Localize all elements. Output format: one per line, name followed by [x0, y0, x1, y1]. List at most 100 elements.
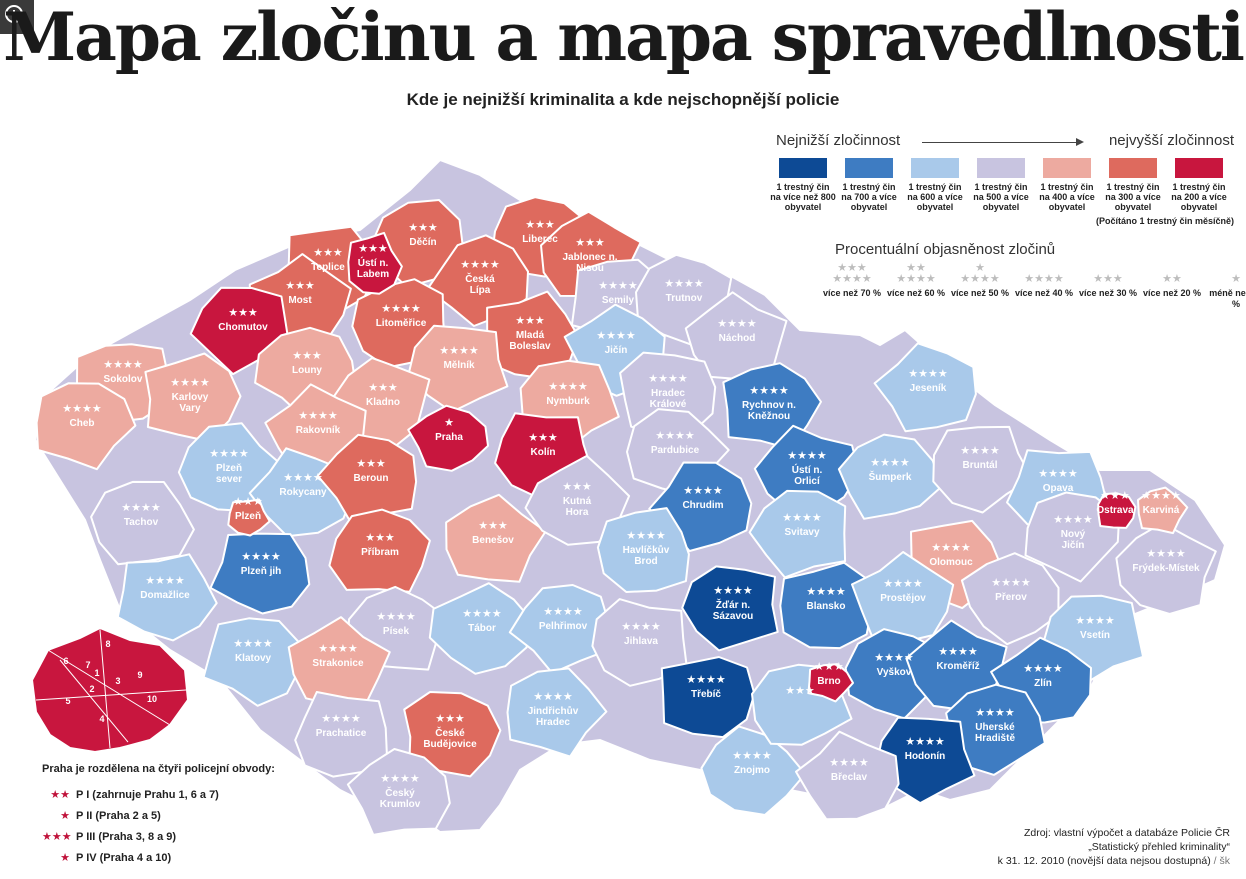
region-pelhrimov[interactable]: [508, 584, 611, 675]
region-label: Náchod: [719, 333, 756, 344]
region-stars-icon: ★★★★: [655, 429, 695, 442]
legend-swatch: [911, 158, 959, 178]
region-stars-icon: ★★★: [435, 712, 465, 725]
region-pribram[interactable]: [328, 508, 431, 593]
region-label: Rakovník: [296, 425, 341, 436]
region-melnik[interactable]: [407, 324, 509, 413]
source-author: / šk: [1213, 855, 1230, 867]
region-bruntal[interactable]: [932, 425, 1033, 514]
legend-item-label: 1 trestný čin na 500 a více obyvatel: [973, 182, 1029, 212]
region-karvina[interactable]: [1137, 486, 1189, 535]
region-label: Prachatice: [316, 728, 367, 739]
legend-swatch: [977, 158, 1025, 178]
crime-rate-legend: Nejnižší zločinnost nejvyšší zločinnost …: [770, 132, 1240, 226]
region-jindrichuv-hradec[interactable]: [506, 667, 608, 758]
region-havlickuv-brod[interactable]: [596, 507, 690, 593]
clearance-stars-icon: ★★★★: [1024, 272, 1064, 285]
region-stars-icon: ★★★★: [686, 673, 726, 686]
region-tabor[interactable]: [428, 582, 534, 675]
region-sumperk[interactable]: [837, 433, 943, 520]
region-cesky-krumlov[interactable]: [346, 748, 451, 836]
region-prostejov[interactable]: [851, 551, 955, 644]
region-karlovy-vary[interactable]: [144, 352, 242, 443]
region-stars-icon: ★★★★: [318, 642, 358, 655]
praha-district-number: 2: [89, 684, 94, 694]
region-breclav[interactable]: [795, 730, 900, 821]
clearance-label: více než 40 %: [1014, 288, 1074, 298]
region-prerov[interactable]: [960, 552, 1060, 646]
zoom-button[interactable]: [0, 0, 34, 34]
region-cheb[interactable]: [35, 382, 137, 471]
praha-district-label: P IV (Praha 4 a 10): [76, 851, 172, 864]
praha-district: ★★ P I (zahrnuje Prahu 1, 6 a 7): [42, 784, 275, 805]
region-ceske-budejovice[interactable]: [403, 691, 502, 778]
region-stars-icon: ★★★: [233, 495, 263, 508]
praha-district-number: 10: [147, 694, 157, 704]
legend-swatch: [1175, 158, 1223, 178]
region-label: Louny: [292, 365, 322, 376]
region-znojmo[interactable]: [700, 725, 807, 816]
praha-district-number: 3: [115, 676, 120, 686]
legend-item: 1 trestný čin na více než 800 obyvatel: [770, 158, 836, 212]
legend-item-label: 1 trestný čin na 700 a více obyvatel: [841, 182, 897, 212]
region-stars-icon: ★★★: [356, 457, 386, 470]
region-stars-icon: ★★★: [478, 519, 508, 532]
page-title: Mapa zločinu a mapa spravedlnosti: [3, 0, 1245, 76]
region-label: Jihlava: [624, 636, 658, 647]
region-label: Orlicí: [794, 476, 821, 487]
region-stars-icon: ★★★★: [321, 712, 361, 725]
region-brno[interactable]: [807, 663, 854, 703]
region-stars-icon: ★★★★: [241, 550, 281, 563]
region-label: Trutnov: [666, 293, 703, 304]
region-domazlice[interactable]: [116, 553, 218, 642]
region-hodonin[interactable]: [874, 716, 976, 805]
praha-district: ★ P II (Praha 2 a 5): [42, 805, 275, 826]
region-label: Rychnov n.: [742, 400, 796, 411]
region-jihlava[interactable]: [591, 598, 688, 687]
region-stars-icon: ★★★★: [870, 456, 910, 469]
praha-intro: Praha je rozdělena na čtyři policejní ob…: [42, 763, 275, 775]
region-benesov[interactable]: [445, 493, 547, 583]
region-zdar-n-sazavou[interactable]: [681, 565, 779, 652]
region-kromeriz[interactable]: [905, 619, 1008, 712]
region-usti-n-labem[interactable]: [347, 231, 403, 295]
region-stars-icon: ★★★★: [298, 409, 338, 422]
source-line-3: k 31. 12. 2010 (novější data nejsou dost…: [997, 855, 1211, 867]
region-stars-icon: ★★★★: [621, 620, 661, 633]
legend-swatches: 1 trestný čin na více než 800 obyvatel 1 …: [770, 158, 1240, 212]
clearance-legend: ★★★ ★★★★ více než 70 % ★★ ★★★★ více než 60 % ★…: [820, 262, 1246, 310]
clearance-title: Procentuální objasněnost zločinů: [835, 241, 1056, 258]
region-stars-icon: ★★★★: [717, 317, 757, 330]
region-praha[interactable]: [407, 404, 489, 472]
region-label: Kroměříž: [936, 661, 979, 672]
region-stars-icon: ★★★★: [787, 449, 827, 462]
legend-item-label: 1 trestný čin na 300 a více obyvatel: [1105, 182, 1161, 212]
region-label: Žďár n.: [716, 598, 751, 611]
clearance-stars-icon: ★★ ★★★★: [896, 261, 936, 285]
region-ostrava[interactable]: [1097, 492, 1137, 529]
region-label: Ústí n.: [358, 256, 389, 269]
region-label: Karlovy: [172, 392, 209, 403]
region-label: Břeclav: [831, 772, 868, 783]
region-plzen-jih[interactable]: [209, 532, 311, 615]
legend-item: 1 trestný čin na 500 a více obyvatel: [968, 158, 1034, 212]
region-plzen[interactable]: [227, 498, 271, 537]
region-jesenik[interactable]: [873, 342, 977, 433]
region-svitavy[interactable]: [748, 489, 847, 579]
region-label: Brod: [634, 556, 657, 567]
region-stars-icon: ★★★: [785, 684, 815, 697]
region-label: Mladá: [516, 330, 545, 341]
region-stars-icon: ★★★: [1100, 489, 1130, 502]
region-label: Pelhřimov: [539, 621, 588, 632]
clearance-item: ★★ ★★★★ více než 60 %: [884, 262, 948, 310]
region-trebic[interactable]: [660, 656, 756, 739]
region-stars-icon: ★★★★: [439, 344, 479, 357]
region-stars-icon: ★★★★: [883, 577, 923, 590]
region-stars-icon: ★★★: [228, 306, 258, 319]
region-stars-icon: ★★★★: [233, 637, 273, 650]
region-label: Plzeň: [216, 463, 242, 474]
region-stars-icon: ★★★: [285, 279, 315, 292]
legend-item: 1 trestný čin na 400 a více obyvatel: [1034, 158, 1100, 212]
region-stars-icon: ★★★★: [782, 511, 822, 524]
